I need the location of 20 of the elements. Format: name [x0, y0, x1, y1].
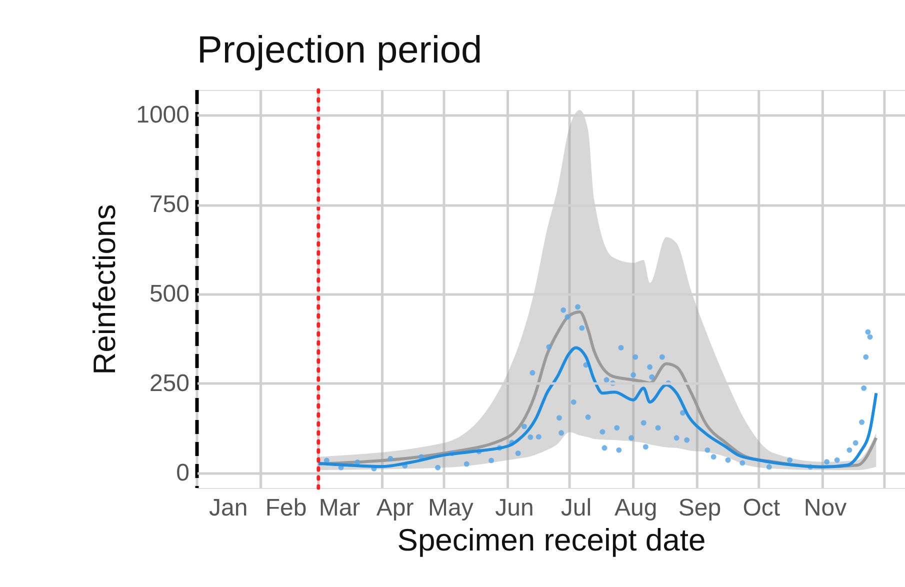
y-tick-label: 0 — [176, 459, 190, 486]
y-tick-label: 500 — [149, 280, 190, 308]
chart-title: Projection period — [197, 29, 482, 72]
x-tick-label: Mar — [318, 494, 360, 522]
x-tick-label: Apr — [376, 494, 414, 522]
y-tick-label: 250 — [149, 370, 190, 397]
x-tick-label: Nov — [804, 494, 847, 522]
x-axis-title: Specimen receipt date — [397, 522, 706, 558]
x-tick-label: Jul — [560, 494, 592, 522]
x-tick-label: Aug — [614, 494, 658, 522]
y-tick-label: 750 — [149, 191, 190, 218]
x-tick-label: May — [428, 494, 474, 522]
x-tick-label: Sep — [678, 494, 722, 522]
line-series — [316, 346, 878, 468]
x-tick-label: Oct — [742, 494, 780, 522]
y-axis-title: Reinfections — [87, 204, 122, 375]
x-tick-label: Jun — [495, 494, 534, 522]
y-tick-label: 1000 — [136, 102, 190, 129]
x-tick-label: Feb — [265, 494, 307, 522]
x-tick-label: Jan — [209, 494, 248, 522]
